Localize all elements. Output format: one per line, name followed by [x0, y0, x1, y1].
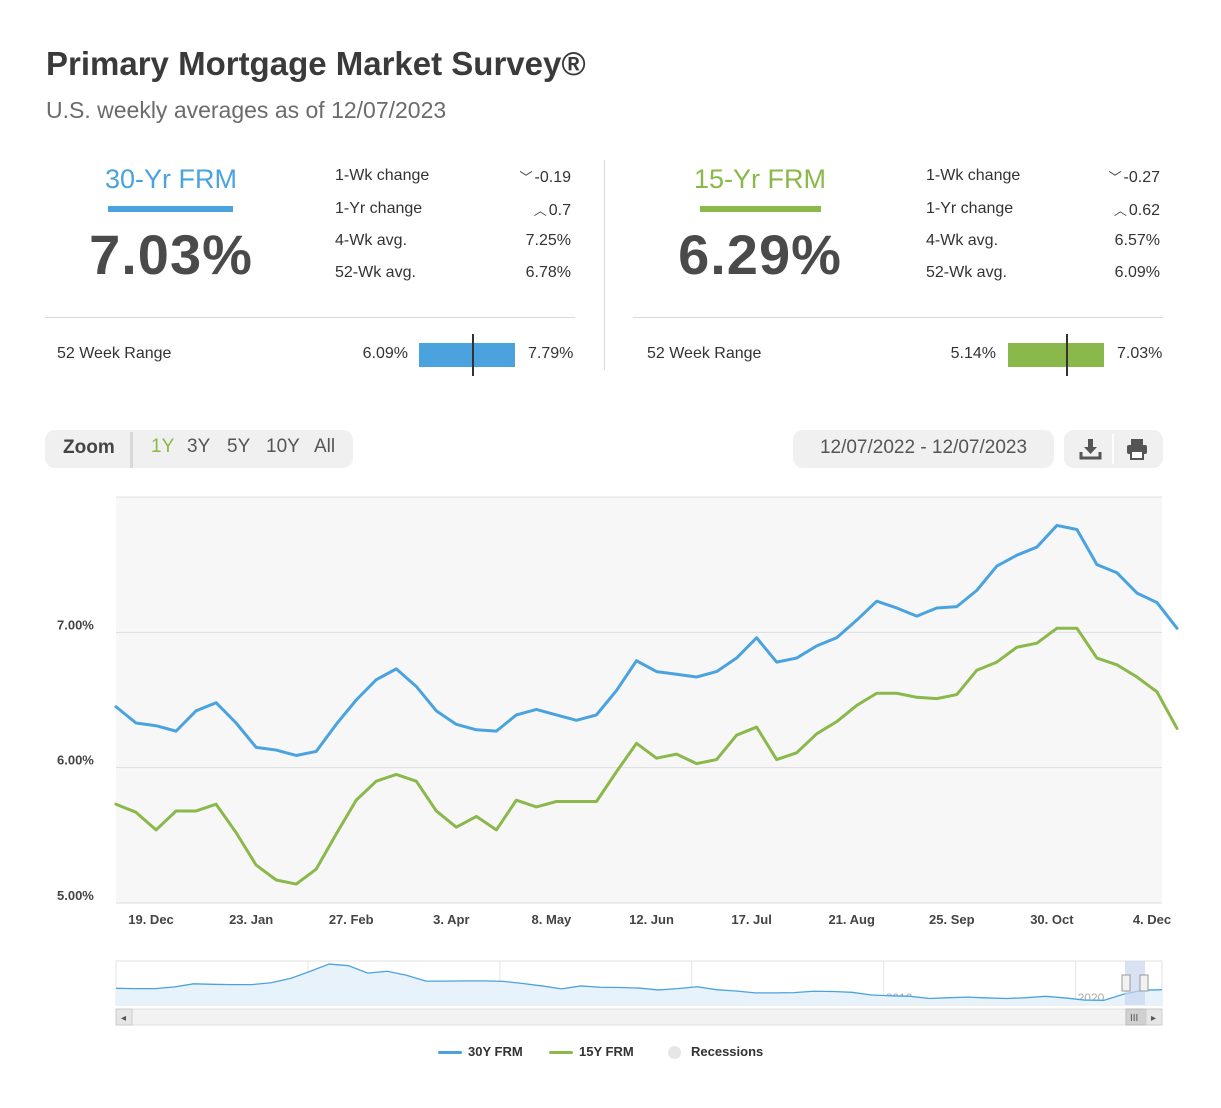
chevron-down-icon: ﹀ [519, 170, 533, 185]
stat-label: 1-Yr change [335, 200, 423, 217]
navigator-line [115, 963, 1163, 1001]
zoom-1y-button[interactable]: 1Y [151, 436, 175, 457]
x-tick-label: 30. Oct [1030, 912, 1074, 927]
rate-name-30yr: 30-Yr FRM [104, 164, 237, 194]
navigator-handle-right [1139, 974, 1149, 992]
navigator-handle-left [1121, 974, 1131, 992]
x-tick-label: 25. Sep [929, 912, 975, 927]
range-current-marker [472, 334, 474, 376]
x-tick-label: 19. Dec [128, 912, 174, 927]
rate-underline-30yr [108, 206, 233, 212]
stat-value: 7.25% [525, 232, 571, 249]
x-tick-label: 27. Feb [329, 912, 374, 927]
range-label-30yr: 52 Week Range [57, 345, 172, 362]
navigator-selection [1125, 961, 1145, 1005]
zoom-10y-button[interactable]: 10Y [266, 436, 300, 457]
zoom-all-button[interactable]: All [314, 436, 336, 457]
zoom-5y-button[interactable]: 5Y [227, 436, 251, 457]
range-high-30yr: 7.79% [528, 345, 574, 362]
series-line-15y [114, 626, 1179, 886]
x-tick-label: 17. Jul [731, 912, 771, 927]
legend-recessions-swatch [668, 1046, 681, 1060]
stat-value: 6.78% [525, 264, 571, 281]
download-icon[interactable] [1078, 436, 1104, 462]
scroll-left-button [115, 1008, 133, 1026]
range-high-15yr: 7.03% [1117, 345, 1163, 362]
series-line-30y [114, 523, 1179, 757]
zoom-3y-button[interactable]: 3Y [187, 436, 211, 457]
panel-divider [633, 317, 1163, 318]
range-current-marker [1066, 334, 1068, 376]
rate-name-15yr: 15-Yr FRM [693, 164, 826, 194]
y-tick-label: 7.00% [57, 617, 94, 632]
page-subtitle: U.S. weekly averages as of 12/07/2023 [46, 97, 447, 123]
toolbar-divider [1112, 434, 1114, 464]
panel-separator [604, 160, 605, 370]
range-low-30yr: 6.09% [362, 345, 408, 362]
x-tick-label: 4. Dec [1133, 912, 1171, 927]
x-tick-label: 12. Jun [629, 912, 674, 927]
panel-divider [45, 317, 575, 318]
stat-value: ︿ 0.62 [1113, 202, 1160, 219]
x-tick-label: 8. May [532, 912, 573, 927]
current-rate-15yr: 6.29% [678, 223, 842, 286]
stat-label: 52-Wk avg. [335, 264, 416, 281]
rate-line-chart: 5.00% 6.00% 7.00% 19. Dec 23. Jan 27. Feb 3. A… [57, 496, 1179, 927]
y-tick-label: 6.00% [57, 753, 94, 768]
legend-15y-swatch [549, 1051, 573, 1055]
stat-label: 1-Yr change [926, 200, 1014, 217]
x-tick-label: 23. Jan [229, 912, 273, 927]
date-range-input[interactable]: 12/07/2022 - 12/07/2023 [793, 430, 1054, 468]
page-title: Primary Mortgage Market Survey® [46, 45, 586, 82]
range-label-15yr: 52 Week Range [647, 345, 762, 362]
stat-label: 4-Wk avg. [335, 232, 408, 249]
range-bar-30yr [419, 343, 515, 367]
stat-label: 1-Wk change [335, 167, 430, 184]
stat-value: 6.09% [1114, 264, 1160, 281]
navigator-scrollbar [115, 1008, 1163, 1026]
legend-30y[interactable]: 30Y FRM [438, 1044, 523, 1059]
scroll-left-icon: ◂ [121, 1013, 126, 1024]
stat-label: 4-Wk avg. [926, 232, 999, 249]
x-tick-label: 21. Aug [828, 912, 875, 927]
navigator-area [116, 964, 1162, 1005]
range-low-15yr: 5.14% [950, 345, 996, 362]
legend-15y[interactable]: 15Y FRM [549, 1044, 634, 1059]
stat-value: ﹀ -0.27 [1108, 169, 1160, 186]
chevron-up-icon: ︿ [533, 203, 547, 218]
y-tick-label: 5.00% [57, 888, 94, 903]
stat-label: 1-Wk change [926, 167, 1021, 184]
chevron-down-icon: ﹀ [1108, 170, 1122, 185]
zoom-separator [130, 432, 133, 468]
stat-label: 52-Wk avg. [926, 264, 1007, 281]
current-rate-30yr: 7.03% [89, 223, 253, 286]
print-icon[interactable] [1124, 436, 1150, 462]
stat-value: ﹀ -0.19 [519, 169, 571, 186]
chevron-up-icon: ︿ [1113, 203, 1127, 218]
plot-area [116, 497, 1162, 903]
stat-value: ︿ 0.7 [533, 202, 571, 219]
rate-underline-15yr [700, 206, 821, 212]
scroll-right-button [1145, 1008, 1163, 1026]
legend-recessions[interactable]: Recessions [668, 1044, 763, 1060]
zoom-bar [45, 430, 353, 468]
scroll-right-icon: ▸ [1151, 1013, 1156, 1024]
time-navigator[interactable]: 197019801990200020102020◂III▸ [0, 955, 1221, 1030]
zoom-label: Zoom [63, 437, 115, 458]
x-tick-label: 3. Apr [433, 912, 469, 927]
range-bar-15yr [1008, 343, 1104, 367]
legend-30y-swatch [438, 1051, 462, 1055]
stat-value: 6.57% [1114, 232, 1160, 249]
scroll-thumb-grip-icon: III [1130, 1013, 1138, 1024]
